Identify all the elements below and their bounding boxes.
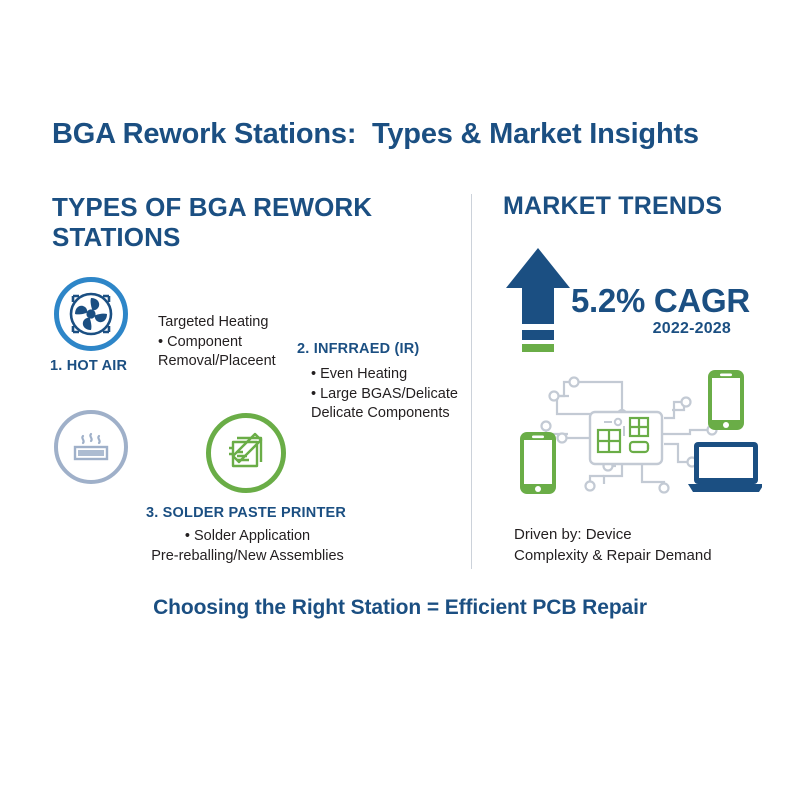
circuit-devices-icon: [512, 366, 762, 506]
text-line: Pre-reballing/New Assemblies: [151, 547, 344, 564]
text-line: Delicate Components: [311, 405, 450, 421]
cagr-value: 5.2% CAGR: [571, 282, 750, 319]
market-driver-text: Driven by: Device Complexity & Repair De…: [514, 524, 774, 566]
text-line: Driven by: Device: [514, 526, 632, 543]
footer-tagline: Choosing the Right Station = Efficient P…: [153, 596, 647, 619]
category-label-infrared: 2. INFRRAED (IR): [297, 341, 420, 357]
page-title: BGA Rework Stations: Types & Market Insi…: [52, 118, 699, 150]
solder-paste-printer-icon: [206, 413, 286, 493]
growth-arrow-icon: [504, 246, 572, 352]
fan-icon: [54, 277, 128, 351]
left-panel-heading: TYPES OF BGA REWORK STATIONS: [52, 192, 373, 252]
text-line: Removal/Placeent: [158, 353, 276, 369]
cagr-years: 2022-2028: [652, 320, 731, 337]
infrared-heater-icon: [54, 410, 128, 484]
right-panel-heading: MARKET TRENDS: [503, 192, 723, 220]
category-text-hot-air: Targeted Heating • Component Removal/Pla…: [158, 313, 328, 372]
text-line: • Even Heating: [311, 366, 408, 382]
category-label-hot-air: 1. HOT AIR: [50, 358, 128, 374]
panel-divider: [471, 194, 472, 569]
category-label-solder-paste-printer: 3. SOLDER PASTE PRINTER: [145, 505, 347, 521]
text-line: • Component: [158, 333, 243, 350]
text-line: Complexity & Repair Demand: [514, 547, 712, 564]
text-line: • Large BGAS/Delicate: [311, 385, 458, 402]
category-text-infrared: • Even Heating • Large BGAS/Delicate Del…: [311, 365, 501, 424]
text-line: • Solder Application: [184, 528, 311, 544]
text-line: Targeted Heating: [158, 314, 269, 330]
category-text-solder-paste-printer: • Solder Application Pre-reballing/New A…: [140, 527, 355, 566]
